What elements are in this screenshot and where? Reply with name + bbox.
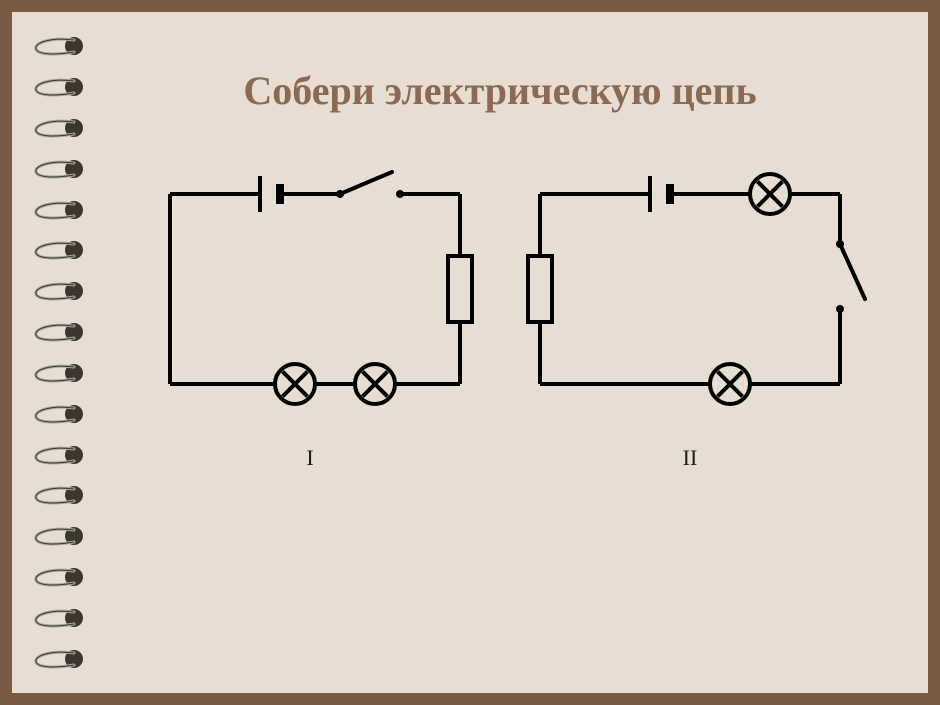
circuit-right-label: II <box>683 445 698 471</box>
page-surface: Собери электрическую цепь I II <box>12 12 928 693</box>
spiral-ring <box>30 158 86 180</box>
spiral-ring <box>30 239 86 261</box>
page-title: Собери электрическую цепь <box>102 67 898 114</box>
spiral-ring <box>30 117 86 139</box>
circuit-left-svg-holder <box>130 164 490 429</box>
spiral-ring <box>30 566 86 588</box>
spiral-ring <box>30 199 86 221</box>
spiral-ring <box>30 35 86 57</box>
spiral-ring <box>30 362 86 384</box>
spiral-ring <box>30 76 86 98</box>
circuit-left-label: I <box>306 445 313 471</box>
spiral-ring <box>30 280 86 302</box>
spiral-ring <box>30 321 86 343</box>
spiral-ring <box>30 403 86 425</box>
spiral-ring <box>30 484 86 506</box>
circuit-right-svg-holder <box>510 164 870 429</box>
spiral-ring <box>30 525 86 547</box>
spiral-binding <box>30 12 90 693</box>
circuit-right: II <box>510 164 870 471</box>
slide-frame: Собери электрическую цепь I II <box>0 0 940 705</box>
diagram-row: I II <box>102 164 898 471</box>
spiral-ring <box>30 607 86 629</box>
spiral-ring <box>30 648 86 670</box>
content-area: Собери электрическую цепь I II <box>102 42 898 663</box>
circuit-left: I <box>130 164 490 471</box>
spiral-ring <box>30 444 86 466</box>
